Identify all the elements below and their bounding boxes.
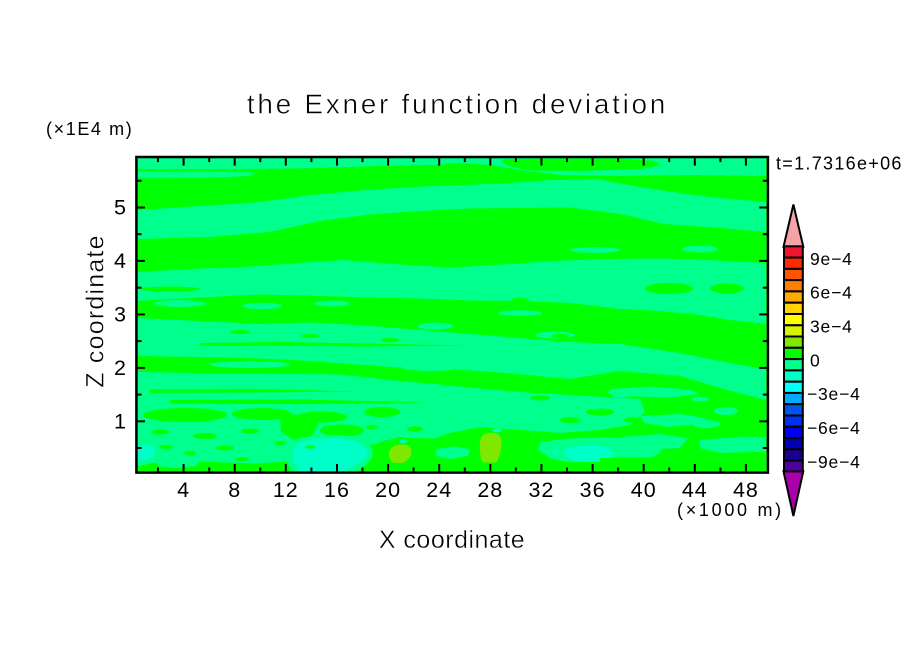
svg-text:3: 3 bbox=[114, 302, 126, 326]
svg-text:36: 36 bbox=[580, 478, 606, 502]
svg-text:12: 12 bbox=[273, 478, 299, 502]
svg-text:t=1.7316e+06: t=1.7316e+06 bbox=[776, 154, 903, 174]
svg-text:6e−4: 6e−4 bbox=[810, 283, 853, 303]
svg-text:40: 40 bbox=[631, 478, 657, 502]
svg-text:16: 16 bbox=[324, 478, 350, 502]
svg-text:4: 4 bbox=[114, 249, 126, 273]
svg-text:9e−4: 9e−4 bbox=[810, 249, 853, 269]
svg-text:48: 48 bbox=[733, 478, 759, 502]
svg-text:28: 28 bbox=[477, 478, 503, 502]
svg-text:24: 24 bbox=[426, 478, 452, 502]
svg-text:−3e−4: −3e−4 bbox=[807, 384, 861, 404]
svg-text:4: 4 bbox=[177, 478, 190, 502]
svg-text:(×1000 m): (×1000 m) bbox=[677, 500, 784, 520]
svg-text:1: 1 bbox=[114, 409, 126, 433]
svg-text:8: 8 bbox=[228, 478, 241, 502]
svg-text:20: 20 bbox=[375, 478, 401, 502]
svg-text:2: 2 bbox=[114, 356, 126, 380]
svg-text:−6e−4: −6e−4 bbox=[807, 418, 861, 438]
svg-text:3e−4: 3e−4 bbox=[810, 317, 853, 337]
svg-text:44: 44 bbox=[682, 478, 708, 502]
svg-text:−9e−4: −9e−4 bbox=[807, 452, 861, 472]
svg-text:X coordinate: X coordinate bbox=[379, 526, 525, 554]
svg-text:32: 32 bbox=[528, 478, 554, 502]
svg-text:(×1E4 m): (×1E4 m) bbox=[46, 119, 133, 139]
svg-text:the Exner function deviation: the Exner function deviation bbox=[247, 89, 668, 120]
svg-text:Z coordinate: Z coordinate bbox=[82, 234, 110, 387]
svg-text:0: 0 bbox=[810, 350, 821, 370]
svg-text:5: 5 bbox=[114, 196, 126, 220]
